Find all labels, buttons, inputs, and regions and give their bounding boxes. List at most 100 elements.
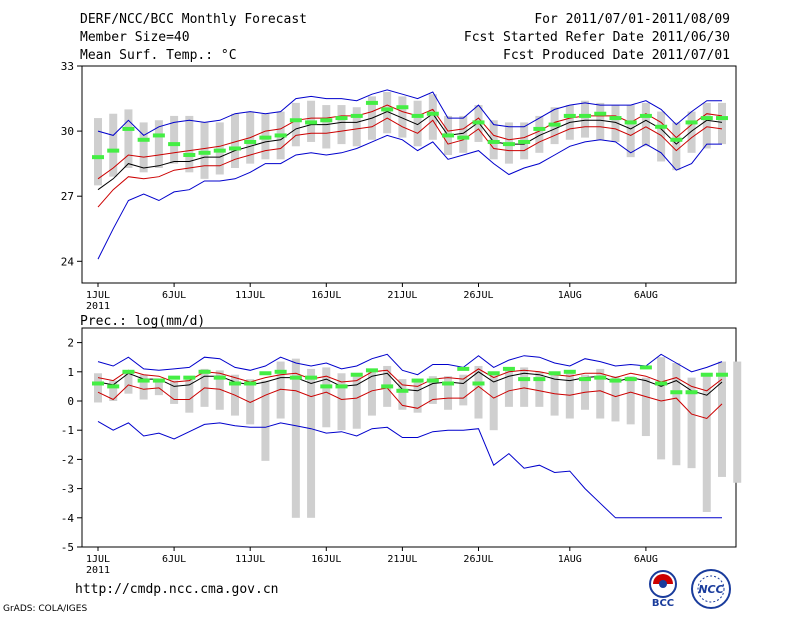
precipitation-spread-box	[641, 377, 650, 437]
temperature-x-tick-label: 16JUL	[311, 290, 341, 301]
precipitation-obs-marker	[426, 378, 439, 383]
temperature-min-line	[97, 134, 722, 260]
temperature-obs-marker	[518, 139, 531, 144]
temperature-obs-marker	[655, 124, 668, 129]
precipitation-obs-marker	[609, 378, 622, 383]
temperature-spread-box	[94, 118, 102, 186]
precipitation-spread-box	[307, 368, 316, 518]
temperature-obs-marker	[411, 113, 424, 118]
temperature-obs-marker	[320, 118, 333, 123]
precipitation-obs-marker	[365, 368, 378, 373]
temperature-mean-line	[97, 111, 723, 191]
precipitation-obs-marker	[213, 375, 226, 380]
precipitation-spread-box	[657, 357, 666, 460]
ncc-logo-ring	[691, 569, 731, 609]
precipitation-spread-box	[94, 373, 102, 403]
precipitation-obs-marker	[152, 378, 165, 383]
ncc-logo: NCC	[691, 569, 731, 609]
precipitation-spread-box	[215, 370, 224, 410]
temperature-obs-marker	[92, 155, 104, 160]
temperature-x-tick-label: 26JUL	[463, 290, 493, 301]
precipitation-spread-box	[398, 379, 407, 410]
precipitation-spread-box	[702, 374, 711, 512]
precipitation-x-tick-label: 1AUG	[558, 554, 582, 565]
temperature-obs-marker	[700, 116, 713, 121]
temperature-spread-box	[581, 100, 590, 138]
precipitation-obs-marker	[411, 378, 424, 383]
precipitation-spread-box	[413, 380, 422, 413]
precipitation-spread-box	[489, 374, 498, 431]
precipitation-spread-box	[154, 379, 163, 396]
precipitation-spread-lower-line	[97, 384, 723, 420]
produced-date: Fcst Produced Date 2011/07/01	[503, 48, 730, 63]
precipitation-spread-box	[109, 380, 118, 401]
temperature-obs-marker	[107, 148, 120, 153]
temperature-spread-box	[383, 92, 392, 134]
temperature-x-tick-sublabel: 2011	[86, 301, 110, 312]
temperature-spread-box	[352, 107, 361, 147]
precipitation-obs-marker	[563, 369, 576, 374]
precipitation-obs-marker	[579, 377, 592, 382]
precipitation-spread-box	[550, 373, 559, 416]
precipitation-spread-box	[261, 380, 270, 461]
precipitation-spread-box	[185, 379, 194, 413]
precipitation-x-tick-label: 26JUL	[463, 554, 493, 565]
precipitation-max-line	[97, 353, 723, 376]
temperature-obs-marker	[533, 126, 546, 131]
precipitation-x-tick-label: 21JUL	[387, 554, 417, 565]
precipitation-spread-box	[687, 377, 696, 469]
ncc-logo-text: NCC	[698, 583, 723, 596]
temperature-spread-box	[139, 122, 148, 173]
precipitation-min-line	[97, 420, 722, 519]
precipitation-obs-marker	[122, 369, 135, 374]
temperature-obs-marker	[548, 122, 561, 127]
temperature-spread-box	[322, 105, 331, 149]
precipitation-obs-marker	[350, 372, 363, 377]
precipitation-obs-marker	[518, 377, 531, 382]
precipitation-y-tick-label: 0	[67, 395, 74, 408]
temperature-obs-marker	[685, 120, 698, 125]
precipitation-x-tick-label: 6AUG	[634, 554, 658, 565]
temperature-spread-box	[641, 102, 650, 147]
footer-url[interactable]: http://cmdp.ncc.cma.gov.cn	[75, 582, 279, 597]
temperature-obs-marker	[624, 120, 637, 125]
precipitation-obs-marker	[381, 384, 394, 389]
temperature-x-tick-label: 1JUL	[86, 290, 110, 301]
precipitation-y-tick-label: -3	[61, 483, 74, 496]
precipitation-obs-marker	[137, 378, 150, 383]
temperature-obs-marker	[350, 113, 363, 118]
precipitation-spread-box	[611, 376, 620, 422]
precipitation-y-tick-label: -2	[61, 453, 74, 466]
temperature-obs-marker	[487, 139, 500, 144]
temperature-obs-marker	[305, 120, 318, 125]
temperature-obs-marker	[198, 150, 211, 155]
temperature-spread-box	[291, 102, 300, 147]
precipitation-obs-marker	[533, 377, 546, 382]
temperature-obs-marker	[183, 152, 196, 157]
temperature-y-tick-label: 30	[61, 125, 74, 138]
forecast-period: For 2011/07/01-2011/08/09	[534, 12, 730, 27]
precipitation-spread-box	[459, 374, 468, 406]
precipitation-obs-marker	[548, 371, 561, 376]
temperature-spread-box	[657, 111, 666, 162]
temperature-spread-box	[459, 115, 468, 153]
temperature-obs-marker	[289, 118, 302, 123]
bcc-logo-core	[659, 580, 667, 588]
temperature-obs-marker	[472, 120, 485, 125]
temperature-obs-marker	[579, 113, 592, 118]
temperature-spread-box	[398, 96, 407, 138]
chart-title: DERF/NCC/BCC Monthly Forecast	[80, 12, 307, 27]
bcc-logo-text: BCC	[652, 598, 674, 608]
precipitation-spread-box	[139, 374, 148, 400]
precipitation-obs-marker	[259, 371, 272, 376]
precipitation-obs-marker	[198, 369, 211, 374]
precipitation-obs-marker	[685, 390, 698, 395]
refer-date: Fcst Started Refer Date 2011/06/30	[463, 30, 730, 45]
temperature-frame	[81, 65, 737, 284]
precipitation-spread-box	[246, 379, 255, 425]
precipitation-obs-marker	[320, 384, 333, 389]
temperature-spread-box	[185, 115, 194, 173]
temperature-obs-marker	[716, 116, 728, 121]
precipitation-y-tick-label: -4	[61, 512, 75, 525]
precipitation-obs-marker	[716, 372, 728, 377]
